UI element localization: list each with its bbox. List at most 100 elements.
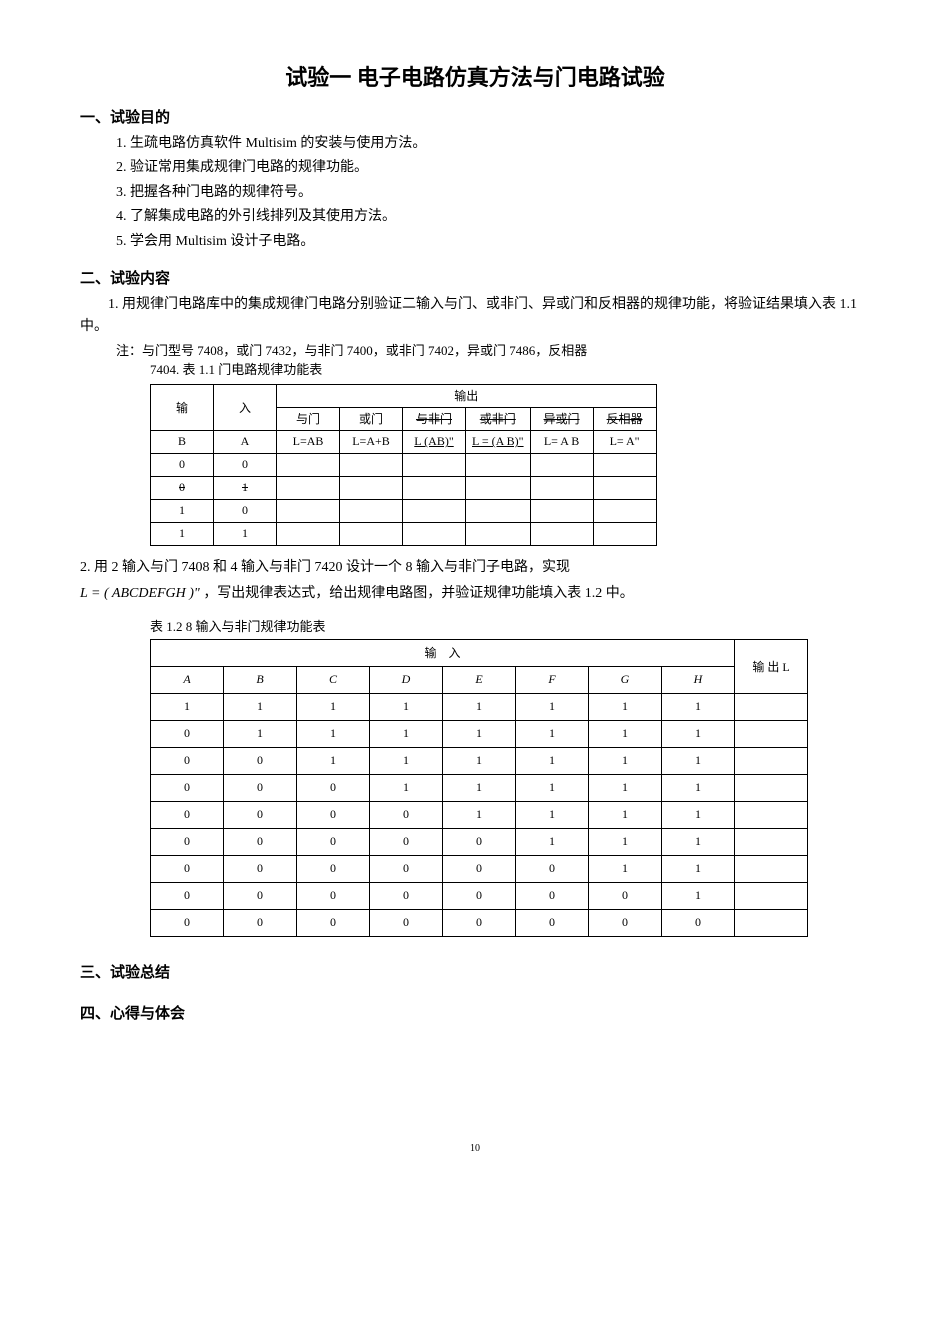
cell: 0 bbox=[297, 855, 370, 882]
cell: 1 bbox=[443, 774, 516, 801]
header-xor: 异或门 bbox=[530, 407, 593, 430]
cell: 1 bbox=[662, 720, 735, 747]
cell: 0 bbox=[151, 882, 224, 909]
cell: 1 bbox=[214, 522, 277, 545]
output-cell bbox=[735, 774, 808, 801]
cell: 1 bbox=[662, 882, 735, 909]
formula-not: L= A" bbox=[593, 430, 656, 453]
note-text: 7404. 表 1.1 门电路规律功能表 bbox=[80, 360, 870, 380]
header-output: 输出 bbox=[277, 384, 657, 407]
cell: 1 bbox=[370, 774, 443, 801]
page-title: 试验一 电子电路仿真方法与门电路试验 bbox=[80, 60, 870, 92]
cell: 0 bbox=[443, 909, 516, 936]
col-header: E bbox=[443, 666, 516, 693]
list-item: 3. 把握各种门电路的规律符号。 bbox=[80, 182, 870, 204]
table-row: 00000001 bbox=[151, 882, 808, 909]
formula-text: L = (A B)" bbox=[472, 434, 524, 448]
cell: 0 bbox=[214, 499, 277, 522]
col-header: F bbox=[516, 666, 589, 693]
col-header: G bbox=[589, 666, 662, 693]
cell: 0 bbox=[224, 855, 297, 882]
table-row: 0 1 bbox=[151, 476, 657, 499]
col-header: D bbox=[370, 666, 443, 693]
list-item: 1. 生疏电路仿真软件 Multisim 的安装与使用方法。 bbox=[80, 133, 870, 155]
cell: 1 bbox=[297, 747, 370, 774]
cell: 1 bbox=[443, 720, 516, 747]
cell: 0 bbox=[443, 828, 516, 855]
cell: 0 bbox=[224, 747, 297, 774]
list-item: 4. 了解集成电路的外引线排列及其使用方法。 bbox=[80, 206, 870, 228]
cell: 0 bbox=[297, 909, 370, 936]
cell: 0 bbox=[297, 774, 370, 801]
paragraph-2: 2. 用 2 输入与门 7408 和 4 输入与非门 7420 设计一个 8 输… bbox=[80, 556, 870, 576]
cell: 1 bbox=[589, 855, 662, 882]
col-header: B bbox=[224, 666, 297, 693]
output-cell bbox=[735, 855, 808, 882]
cell: 0 bbox=[516, 855, 589, 882]
cell: 1 bbox=[224, 720, 297, 747]
cell: 1 bbox=[589, 720, 662, 747]
col-b: B bbox=[151, 430, 214, 453]
output-cell bbox=[735, 693, 808, 720]
cell: 0 bbox=[370, 882, 443, 909]
output-cell bbox=[735, 882, 808, 909]
cell: 0 bbox=[297, 828, 370, 855]
cell: 0 bbox=[151, 774, 224, 801]
header-nor: 或非门 bbox=[466, 407, 531, 430]
output-cell bbox=[735, 909, 808, 936]
cell: 0 bbox=[224, 828, 297, 855]
output-cell bbox=[735, 720, 808, 747]
table-row: 00011111 bbox=[151, 774, 808, 801]
cell: 1 bbox=[370, 747, 443, 774]
formula-or: L=A+B bbox=[340, 430, 403, 453]
header-or: 或门 bbox=[340, 407, 403, 430]
table-row: 1 0 bbox=[151, 499, 657, 522]
cell: 0 bbox=[370, 801, 443, 828]
cell: 0 bbox=[589, 909, 662, 936]
cell: 1 bbox=[297, 693, 370, 720]
header-nand: 与非门 bbox=[403, 407, 466, 430]
cell: 1 bbox=[589, 774, 662, 801]
section-4-heading: 四、心得与体会 bbox=[80, 1002, 870, 1023]
cell: 0 bbox=[297, 801, 370, 828]
page-number: 10 bbox=[80, 1143, 870, 1154]
header-input2: 入 bbox=[443, 639, 735, 666]
table-row: 1 1 bbox=[151, 522, 657, 545]
table-row: 01111111 bbox=[151, 720, 808, 747]
table-row: 00001111 bbox=[151, 801, 808, 828]
cell: 1 bbox=[589, 693, 662, 720]
p2-suffix: ，写出规律表达式，给出规律电路图，并验证规律功能填入表 1.2 中。 bbox=[203, 586, 634, 601]
header-output: 输 出 L bbox=[735, 639, 808, 693]
cell: 0 bbox=[589, 882, 662, 909]
cell: 1 bbox=[516, 774, 589, 801]
cell: 1 bbox=[443, 747, 516, 774]
cell: 1 bbox=[214, 476, 277, 499]
cell: 1 bbox=[443, 801, 516, 828]
cell: 0 bbox=[443, 855, 516, 882]
cell: 0 bbox=[214, 453, 277, 476]
cell: 1 bbox=[443, 693, 516, 720]
cell: 1 bbox=[662, 774, 735, 801]
header-input: 输 bbox=[151, 639, 443, 666]
cell: 1 bbox=[151, 499, 214, 522]
table-row: 00000111 bbox=[151, 828, 808, 855]
table-row: 11111111 bbox=[151, 693, 808, 720]
cell: 0 bbox=[370, 909, 443, 936]
cell: 0 bbox=[224, 882, 297, 909]
formula-and: L=AB bbox=[277, 430, 340, 453]
col-header: A bbox=[151, 666, 224, 693]
cell: 0 bbox=[297, 882, 370, 909]
table-1-2: 输 入 输 出 L A B C D E F G H 11111111011111… bbox=[150, 639, 808, 937]
formula-line: L = ( ABCDEFGH )" ，写出规律表达式，给出规律电路图，并验证规律… bbox=[80, 582, 870, 602]
cell: 0 bbox=[224, 801, 297, 828]
cell: 0 bbox=[151, 855, 224, 882]
table-row: 00111111 bbox=[151, 747, 808, 774]
section-3-heading: 三、试验总结 bbox=[80, 961, 870, 982]
cell: 1 bbox=[589, 747, 662, 774]
list-item: 5. 学会用 Multisim 设计子电路。 bbox=[80, 231, 870, 253]
output-cell bbox=[735, 828, 808, 855]
cell: 0 bbox=[370, 855, 443, 882]
p2-text: 2 输入与门 7408 和 4 输入与非门 7420 设计一个 8 输入与非门子… bbox=[112, 560, 571, 575]
cell: 1 bbox=[516, 828, 589, 855]
table-row: 00000011 bbox=[151, 855, 808, 882]
